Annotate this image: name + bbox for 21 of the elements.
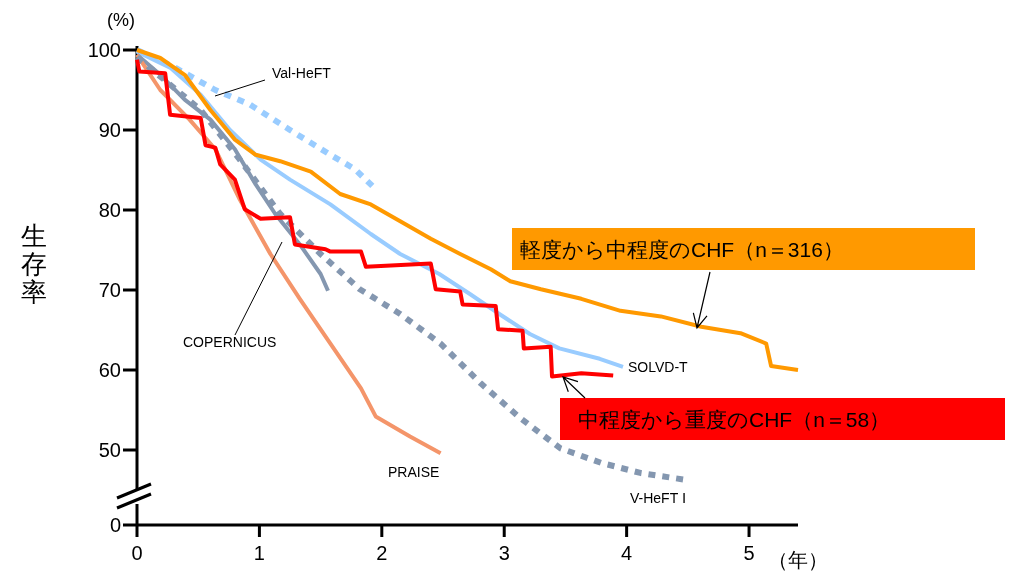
series-label: SOLVD-T: [628, 359, 689, 375]
y-axis-title: 生存率: [21, 221, 47, 307]
y-tick-label: 100: [87, 39, 121, 61]
x-axis-title: （年）: [768, 549, 828, 571]
y-tick-label: 60: [98, 359, 121, 381]
x-tick-label: 0: [131, 542, 143, 564]
series-label: V-HeFT Ⅰ: [630, 490, 686, 506]
x-tick-label: 1: [253, 542, 265, 564]
x-tick-label: 3: [498, 542, 510, 564]
x-tick-label: 4: [621, 542, 633, 564]
series-label: 中程度から重度のCHF（n＝58）: [578, 408, 891, 431]
y-tick-label: 50: [98, 439, 121, 461]
text: 0: [109, 514, 121, 536]
series-label: PRAISE: [388, 464, 440, 480]
series-label: 軽度から中程度のCHF（n＝316）: [520, 238, 844, 261]
x-tick-label: 5: [743, 542, 755, 564]
y-tick-label: 70: [98, 279, 121, 301]
x-tick-label: 2: [376, 542, 388, 564]
text: (%): [107, 10, 135, 30]
y-tick-label: 90: [98, 119, 121, 141]
y-tick-label: 80: [98, 199, 121, 221]
